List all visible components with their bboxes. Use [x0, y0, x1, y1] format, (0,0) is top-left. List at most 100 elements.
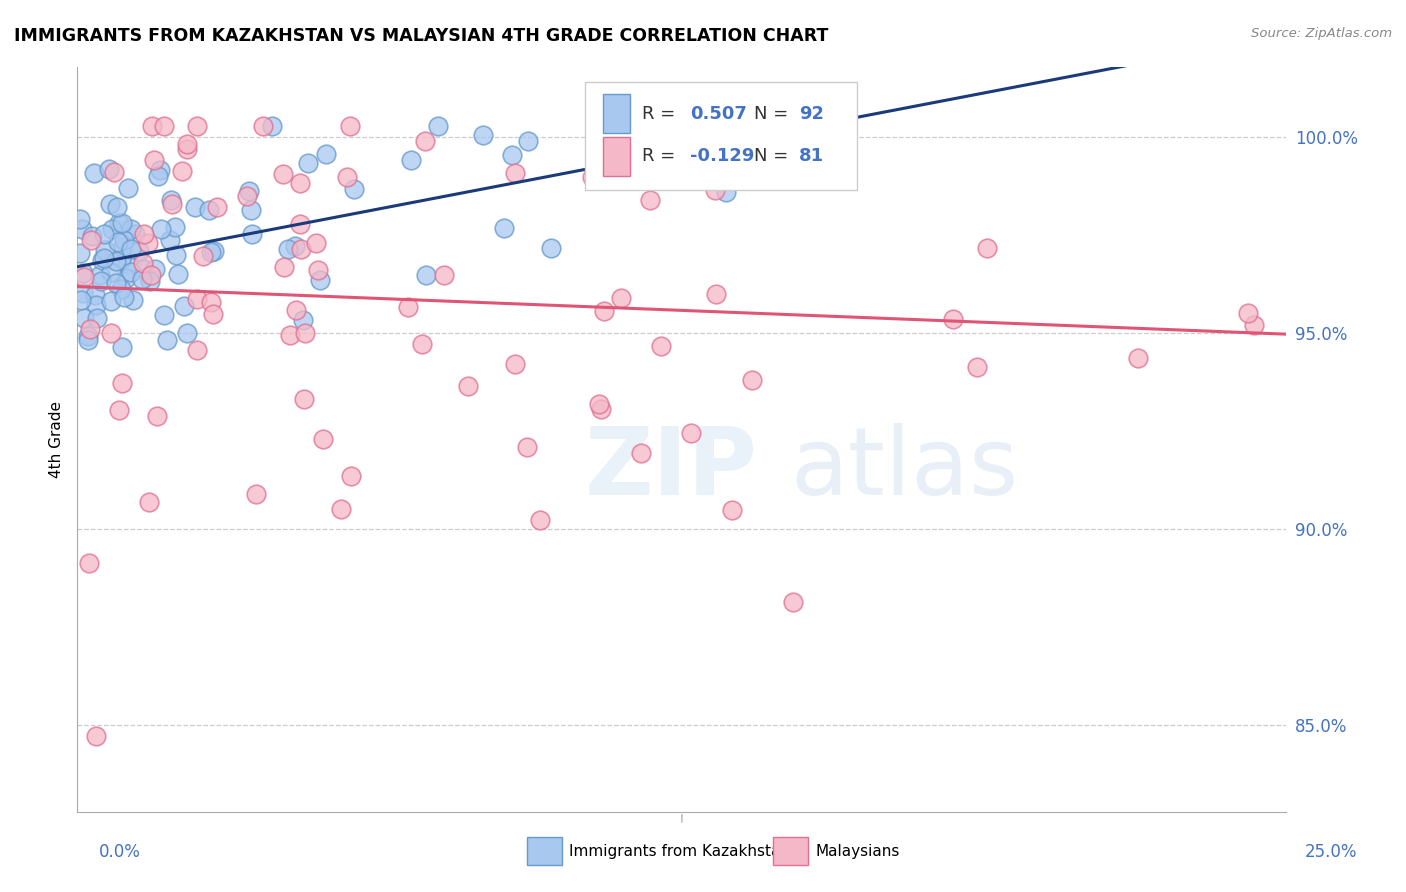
Text: Source: ZipAtlas.com: Source: ZipAtlas.com [1251, 27, 1392, 40]
Point [93, 227, 115, 241]
Bar [603, 136, 630, 176]
Point [238, 184, 260, 198]
Point [141, 268, 163, 282]
Point [297, 156, 319, 170]
Point [240, 227, 263, 241]
Point [176, 326, 198, 341]
Point [142, 153, 165, 167]
Point [292, 392, 315, 406]
Point [120, 222, 142, 236]
Point [636, 119, 658, 133]
Bar [603, 95, 630, 133]
Point [146, 409, 169, 424]
Text: 81: 81 [799, 147, 824, 165]
Point [1126, 351, 1149, 365]
Point [149, 163, 172, 178]
Point [198, 202, 221, 217]
Point [290, 242, 312, 256]
Text: R =: R = [643, 105, 681, 123]
Point [79, 322, 101, 336]
Point [103, 164, 125, 178]
Point [86, 729, 108, 743]
Point [396, 300, 419, 314]
Point [540, 241, 562, 255]
Point [713, 119, 735, 133]
Point [105, 276, 128, 290]
Point [336, 169, 359, 184]
Point [501, 148, 523, 162]
Point [97, 161, 120, 176]
Point [111, 216, 134, 230]
Point [307, 262, 329, 277]
Point [112, 290, 135, 304]
Point [128, 244, 150, 258]
Point [588, 397, 610, 411]
Text: Immigrants from Kazakhstan: Immigrants from Kazakhstan [569, 845, 790, 859]
Point [305, 235, 328, 250]
Y-axis label: 4th Grade: 4th Grade [49, 401, 65, 478]
Point [104, 253, 127, 268]
Point [516, 440, 538, 454]
Point [966, 359, 988, 374]
Point [591, 402, 613, 417]
Point [69, 212, 91, 227]
Point [626, 119, 648, 133]
Point [110, 282, 132, 296]
Point [714, 186, 737, 200]
Point [108, 216, 131, 230]
FancyBboxPatch shape [585, 82, 858, 190]
Point [343, 182, 366, 196]
Point [782, 595, 804, 609]
Point [202, 306, 225, 320]
Point [271, 167, 294, 181]
Point [132, 256, 155, 270]
Point [73, 270, 96, 285]
Point [236, 188, 259, 202]
Point [120, 242, 142, 256]
Point [72, 286, 94, 301]
Point [134, 227, 156, 241]
Point [112, 240, 135, 254]
Point [110, 252, 132, 266]
Text: Malaysians: Malaysians [815, 845, 900, 859]
Point [494, 221, 516, 235]
Point [117, 181, 139, 195]
Point [330, 501, 353, 516]
Point [186, 119, 208, 133]
Point [186, 293, 208, 307]
Point [117, 257, 139, 271]
Point [650, 339, 672, 353]
Point [105, 200, 128, 214]
Point [401, 153, 423, 168]
Point [111, 376, 134, 391]
Text: ZIP: ZIP [585, 423, 758, 515]
Point [942, 312, 965, 326]
Point [176, 142, 198, 156]
Point [284, 303, 307, 318]
Point [202, 244, 225, 259]
Point [200, 245, 222, 260]
Point [86, 297, 108, 311]
Point [700, 119, 723, 133]
Point [139, 274, 162, 288]
Point [107, 235, 129, 249]
Point [748, 119, 770, 133]
Point [80, 229, 103, 244]
Text: R =: R = [643, 147, 681, 165]
Point [83, 288, 105, 302]
Point [176, 136, 198, 151]
Point [100, 293, 122, 308]
Point [593, 304, 616, 318]
Text: N =: N = [755, 147, 794, 165]
Point [976, 241, 998, 255]
Point [339, 119, 361, 133]
Point [252, 119, 274, 133]
Point [122, 293, 145, 308]
Point [73, 310, 96, 325]
Point [153, 119, 176, 133]
Point [115, 271, 138, 285]
Point [141, 119, 163, 133]
Point [91, 252, 114, 267]
Point [415, 268, 437, 283]
Point [165, 248, 187, 262]
